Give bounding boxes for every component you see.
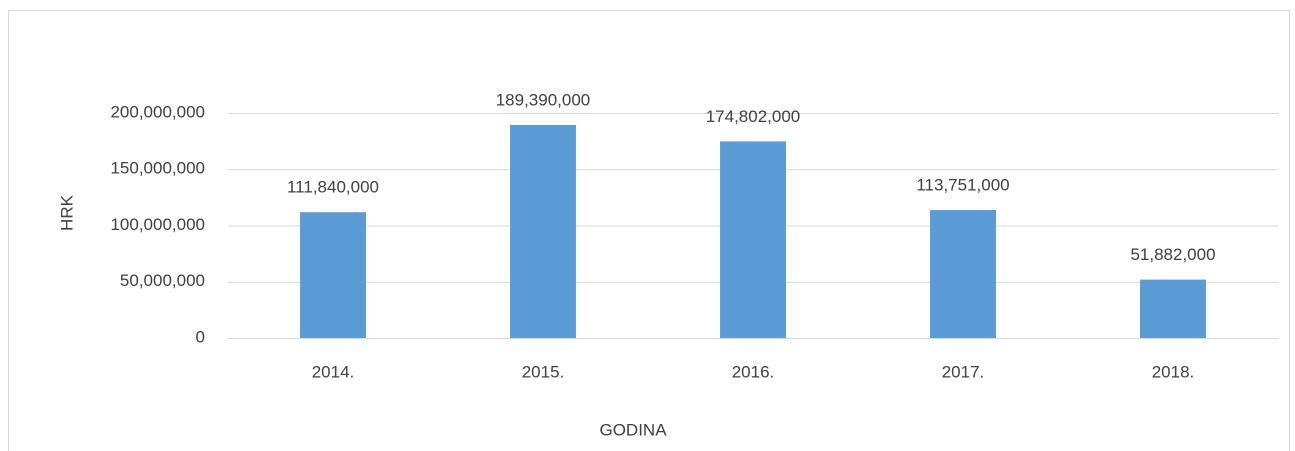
bar (930, 210, 996, 338)
data-label: 111,840,000 (287, 178, 379, 197)
bar (1140, 279, 1206, 338)
data-label: 189,390,000 (496, 90, 591, 109)
x-tick-label: 2016. (732, 362, 775, 381)
data-label: 51,882,000 (1130, 245, 1215, 264)
data-label: 174,802,000 (706, 107, 801, 126)
y-tick-label: 0 (196, 327, 205, 346)
x-tick-label: 2018. (1152, 362, 1195, 381)
x-tick-label: 2015. (522, 362, 565, 381)
bar (510, 124, 576, 338)
x-axis-label: GODINA (599, 420, 667, 439)
data-label: 113,751,000 (916, 176, 1009, 195)
chart-border (8, 10, 1290, 451)
bar (720, 141, 786, 338)
x-tick-label: 2017. (942, 362, 985, 381)
x-tick-label: 2014. (312, 362, 355, 381)
y-axis-label: HRK (57, 194, 76, 231)
y-tick-label: 50,000,000 (120, 271, 205, 290)
y-tick-label: 150,000,000 (110, 159, 205, 178)
bar (300, 212, 366, 338)
y-tick-label: 200,000,000 (110, 102, 205, 121)
y-tick-label: 100,000,000 (110, 215, 205, 234)
